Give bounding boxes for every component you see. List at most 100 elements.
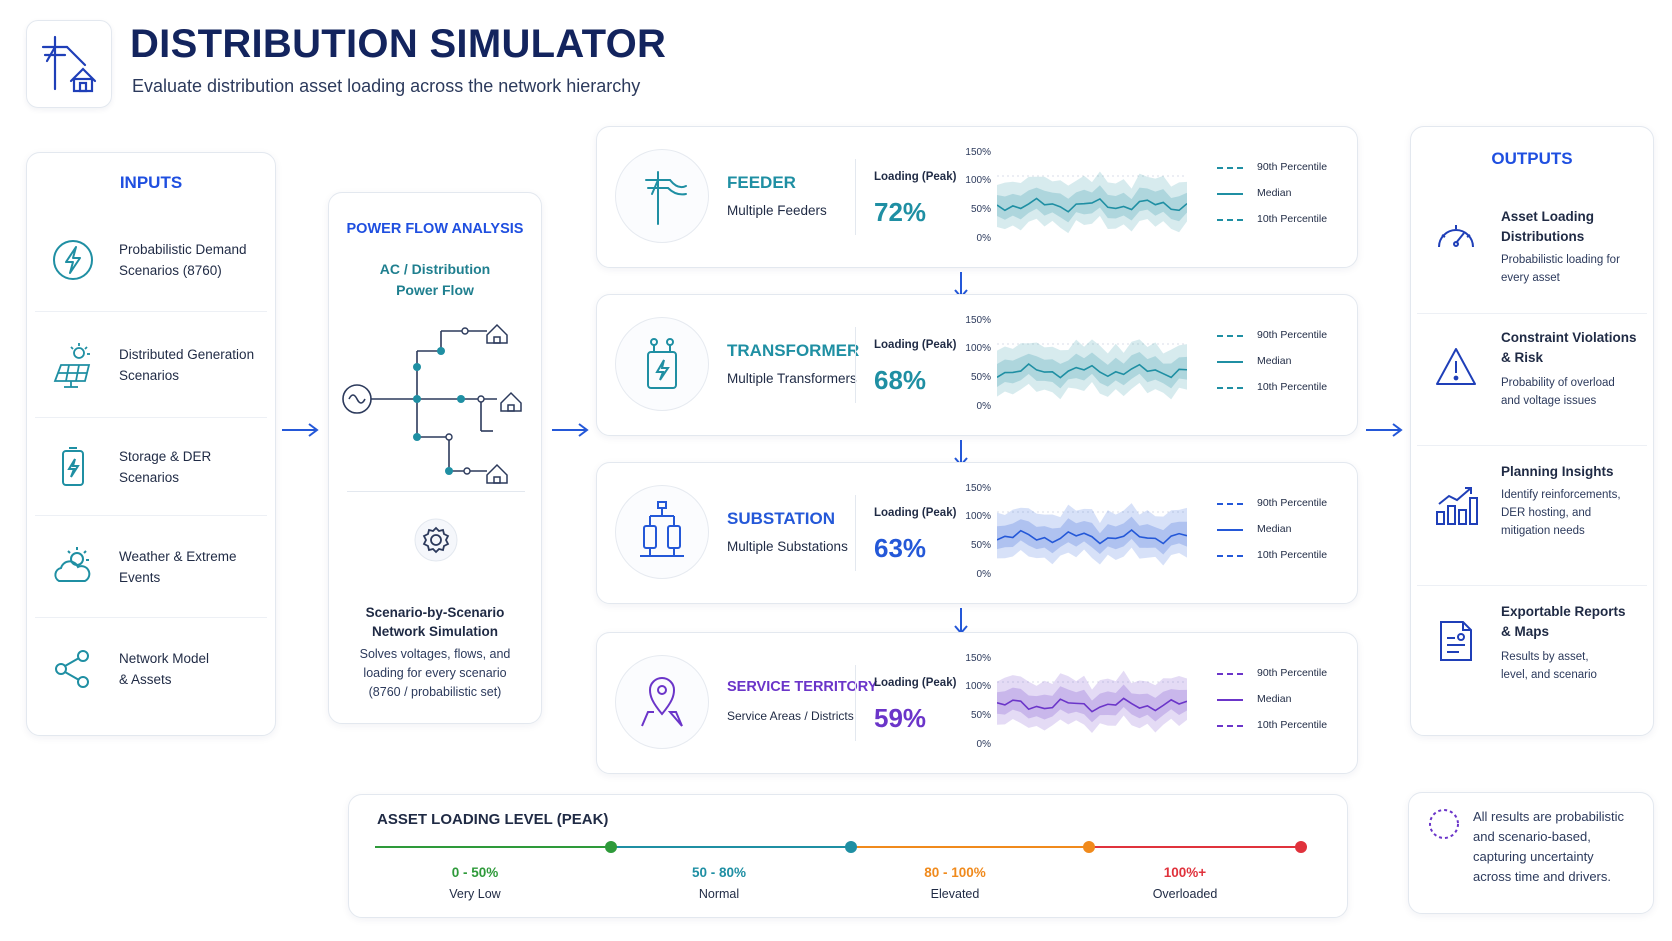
feeder-card[interactable]: FEEDER Multiple Feeders Loading (Peak) 7… <box>596 126 1358 268</box>
level-description: Multiple Transformers <box>727 371 857 386</box>
y-axis-ticks: 150% 100% 50% 0% <box>955 653 991 753</box>
bar-chart-growth-icon <box>1436 487 1478 525</box>
power-flow-title: POWER FLOW ANALYSIS <box>346 221 524 237</box>
input-item-network[interactable]: Network Model & Assets <box>35 617 267 719</box>
level-icon-circle <box>615 149 709 243</box>
transformer-card[interactable]: TRANSFORMER Multiple Transformers Loadin… <box>596 294 1358 436</box>
tick-label: 0% <box>976 569 991 580</box>
output-item-planning[interactable]: Planning Insights Identify reinforcement… <box>1417 445 1647 585</box>
note-text: All results are probabilistic and scenar… <box>1473 809 1625 884</box>
p10-p90-band <box>997 339 1187 400</box>
median-line <box>1217 193 1243 195</box>
input-item-storage[interactable]: Storage & DER Scenarios <box>35 417 267 515</box>
output-title: Planning Insights <box>1501 464 1614 479</box>
chart-legend: 90th Percentile Median 10th Percentile <box>1217 161 1357 241</box>
page-subtitle: Evaluate distribution asset loading acro… <box>132 76 641 96</box>
legend-label: Median <box>1257 355 1292 367</box>
map-pin-icon <box>641 677 683 727</box>
simulation-description: Solves voltages, flows, and loading for … <box>359 647 511 699</box>
transformer-icon <box>647 338 677 389</box>
note-panel: All results are probabilistic and scenar… <box>1408 792 1654 914</box>
solar-panel-icon <box>53 342 91 388</box>
level-range: 0 - 50% <box>451 865 499 880</box>
tick-label: 100% <box>965 511 991 522</box>
level-icon-circle <box>615 317 709 411</box>
warning-icon <box>1436 348 1476 385</box>
median-line <box>1217 529 1243 531</box>
median-series <box>997 363 1187 379</box>
p25-p75-band <box>997 516 1187 555</box>
service-territory-card[interactable]: SERVICE TERRITORY Service Areas / Distri… <box>596 632 1358 774</box>
tick-label: 100% <box>965 681 991 692</box>
input-item-demand[interactable]: Probabilistic Demand Scenarios (8760) <box>35 209 267 311</box>
input-item-generation[interactable]: Distributed Generation Scenarios <box>35 311 267 417</box>
p25-p75-band <box>997 352 1187 389</box>
legend-label: Median <box>1257 187 1292 199</box>
utility-pole-icon <box>645 171 687 225</box>
loading-level-title: ASSET LOADING LEVEL (PEAK) <box>377 811 609 828</box>
level-marker <box>1295 841 1307 853</box>
p10-p90-band <box>997 670 1187 733</box>
tick-label: 100% <box>965 343 991 354</box>
legend-label: Median <box>1257 693 1292 705</box>
power-flow-subtitle: AC / Distribution Power Flow <box>379 261 491 298</box>
flow-arrow-icon <box>552 423 589 437</box>
cloud-sun-icon <box>54 546 91 582</box>
output-item-loading[interactable]: Asset Loading Distributions Probabilisti… <box>1417 187 1647 313</box>
dashed-circle-icon <box>1429 809 1459 839</box>
loading-band-chart <box>997 171 1187 234</box>
network-diagram <box>342 323 522 484</box>
input-item-weather[interactable]: Weather & Extreme Events <box>35 515 267 617</box>
inputs-title: INPUTS <box>119 173 183 192</box>
level-range: 80 - 100% <box>924 865 986 880</box>
substation-card[interactable]: SUBSTATION Multiple Substations Loading … <box>596 462 1358 604</box>
flow-arrow-icon <box>1366 423 1403 437</box>
divider <box>855 159 856 235</box>
outputs-title: OUTPUTS <box>1491 149 1573 168</box>
app-logo <box>26 20 112 108</box>
level-icon-circle <box>615 655 709 749</box>
y-axis-ticks: 150% 100% 50% 0% <box>955 315 991 415</box>
input-label: Probabilistic Demand Scenarios (8760) <box>119 242 247 278</box>
level-range: 100%+ <box>1163 865 1207 880</box>
p10-line <box>1217 725 1243 727</box>
legend-label: 10th Percentile <box>1257 719 1328 731</box>
loading-label: Loading (Peak) <box>874 677 957 689</box>
loading-band-chart <box>997 339 1187 400</box>
level-range: 50 - 80% <box>691 865 747 880</box>
legend-label: 90th Percentile <box>1257 329 1328 341</box>
level-marker <box>605 841 617 853</box>
network-share-icon <box>55 649 89 688</box>
p10-line <box>1217 555 1243 557</box>
power-flow-panel: POWER FLOW ANALYSIS AC / Distribution Po… <box>328 192 542 724</box>
output-description: Results by asset, level, and scenario <box>1501 651 1597 681</box>
level-label: Very Low <box>449 887 501 901</box>
level-name: TRANSFORMER <box>727 341 860 360</box>
loading-value: 59% <box>874 703 927 733</box>
level-name: SUBSTATION <box>727 509 835 528</box>
tick-label: 50% <box>970 540 991 551</box>
p25-p75-band <box>997 185 1187 223</box>
p10-line <box>1217 219 1243 221</box>
p10-line <box>1217 387 1243 389</box>
output-item-constraints[interactable]: Constraint Violations & Risk Probability… <box>1417 313 1647 445</box>
loading-value: 68% <box>874 365 927 395</box>
output-item-reports[interactable]: Exportable Reports & Maps Results by ass… <box>1417 585 1647 725</box>
legend-label: 10th Percentile <box>1257 549 1328 561</box>
median-line <box>1217 361 1243 363</box>
level-label: Normal <box>698 887 740 901</box>
tick-label: 50% <box>970 372 991 383</box>
tick-label: 150% <box>965 483 991 494</box>
page-title: DISTRIBUTION SIMULATOR <box>130 22 667 66</box>
level-name: FEEDER <box>727 173 796 192</box>
inputs-panel: INPUTS Probabilistic Demand Scenarios (8… <box>26 152 276 736</box>
median-line <box>1217 699 1243 701</box>
output-title: Exportable Reports & Maps <box>1501 604 1626 639</box>
legend-label: Median <box>1257 523 1292 535</box>
level-icon-circle <box>615 485 709 579</box>
tick-label: 150% <box>965 147 991 158</box>
legend-label: 10th Percentile <box>1257 213 1328 225</box>
legend-label: 90th Percentile <box>1257 161 1328 173</box>
median-series <box>997 697 1187 713</box>
lightning-circle-icon <box>53 240 93 280</box>
